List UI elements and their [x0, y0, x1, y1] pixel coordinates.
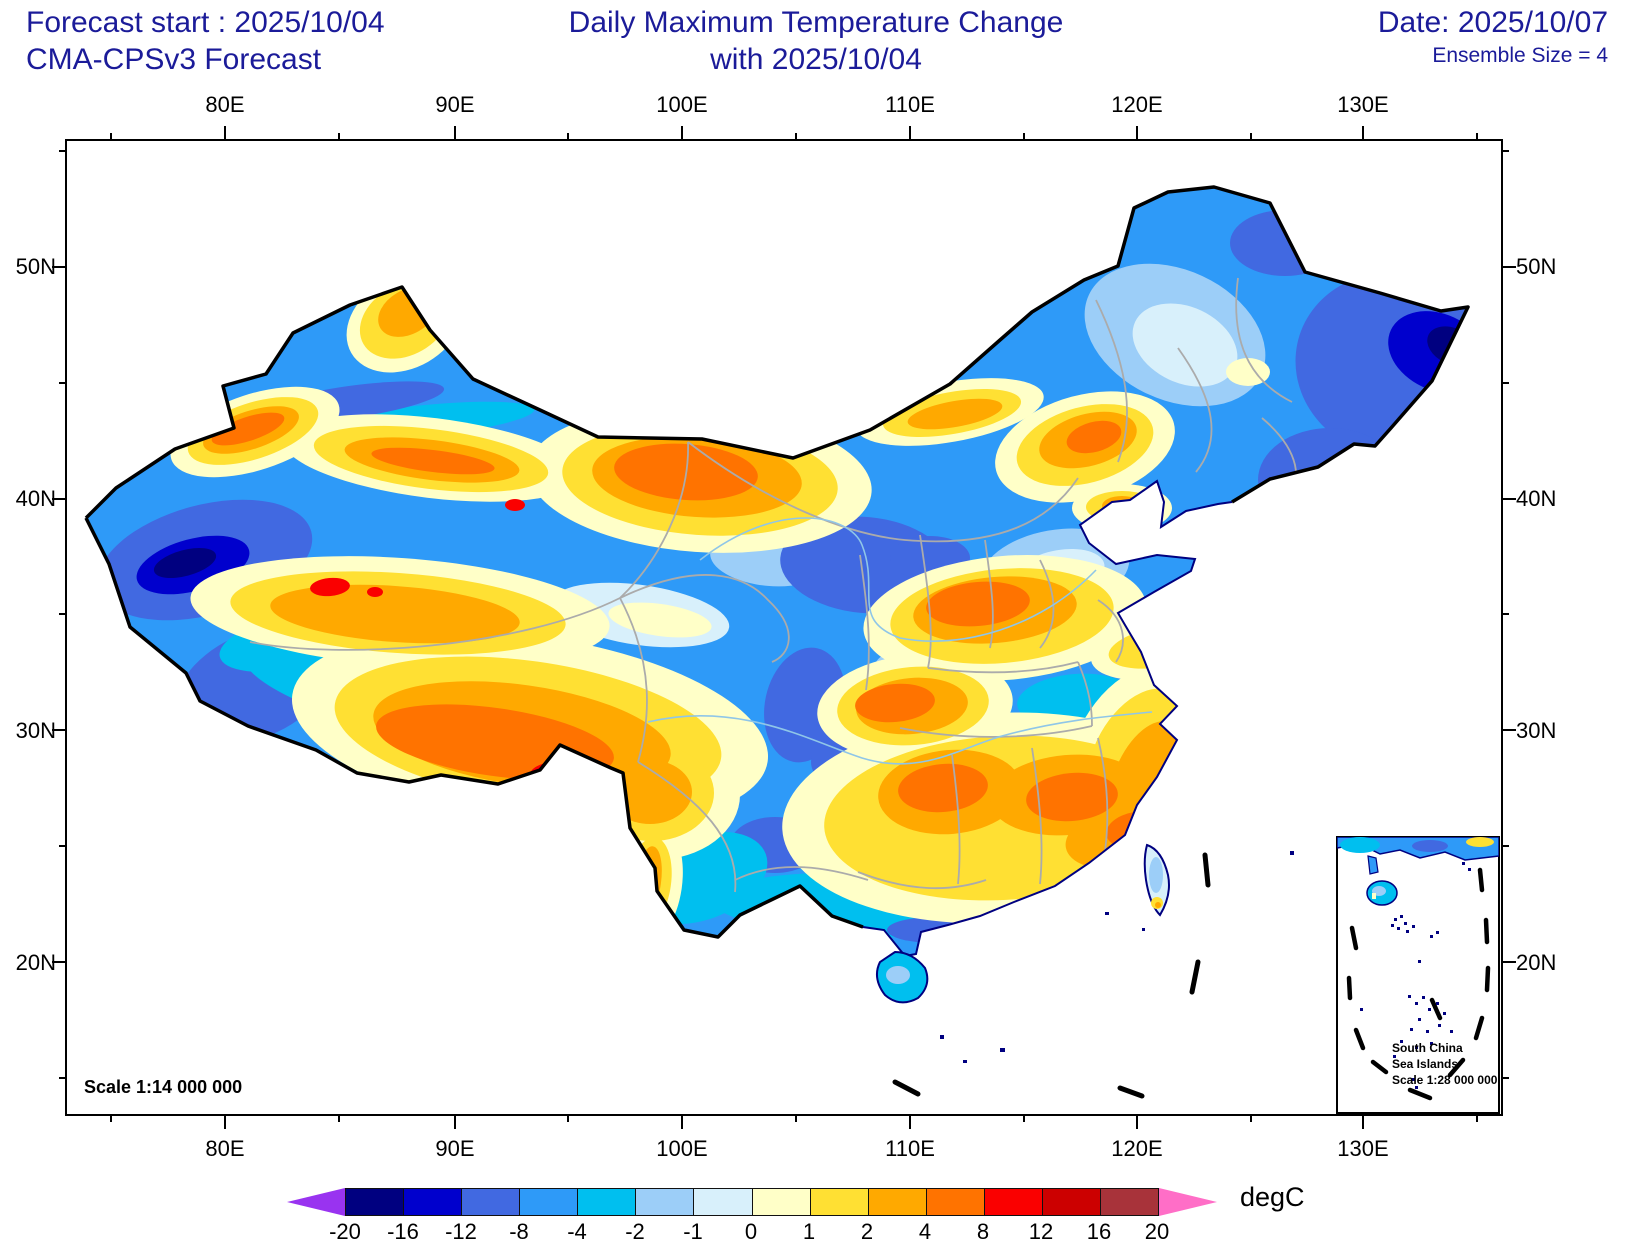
- lon-label-bottom-110e: 110E: [885, 1136, 935, 1161]
- hainan-island: [875, 950, 929, 1004]
- inset-label-line1: South China: [1392, 1041, 1463, 1055]
- inset-label-line3: Scale 1:28 000 000: [1392, 1073, 1498, 1087]
- map-scale-label: Scale 1:14 000 000: [84, 1077, 243, 1097]
- colorbar-unit-label: degC: [1240, 1182, 1305, 1212]
- nine-dash-line-inset: [1346, 867, 1491, 1101]
- lat-label-left-40n: 40N: [15, 486, 56, 511]
- lon-label-top-100e: 100E: [656, 92, 708, 117]
- colorbar-segment: [868, 1189, 927, 1215]
- lon-label-top-80e: 80E: [205, 92, 245, 117]
- colorbar-tick-label: -2: [625, 1219, 645, 1241]
- colorbar-tick-label: 12: [1028, 1219, 1054, 1241]
- page-subtitle: with 2025/10/04: [710, 43, 922, 76]
- colorbar-tick-label: 0: [744, 1219, 758, 1241]
- lat-label-right-20n: 20N: [1516, 950, 1557, 975]
- lon-label-top-130e: 130E: [1337, 92, 1389, 117]
- national-border: [84, 185, 1470, 939]
- colorbar-tick-label: 4: [918, 1219, 932, 1241]
- colorbar-tick-label: -1: [683, 1219, 703, 1241]
- colorbar-segment: [984, 1189, 1043, 1215]
- lon-label-top-90e: 90E: [435, 92, 475, 117]
- lon-label-top-120e: 120E: [1111, 92, 1163, 117]
- colorbar-segment: [404, 1189, 463, 1215]
- colorbar-strip: [345, 1188, 1159, 1216]
- colorbar-segment: [578, 1189, 637, 1215]
- page-title: Daily Maximum Temperature Change: [568, 6, 1064, 39]
- axis-ticks: [52, 126, 1516, 1129]
- colorbar-segment: [520, 1189, 579, 1215]
- lon-label-bottom-90e: 90E: [435, 1136, 475, 1161]
- colorbar-segment: [1042, 1189, 1102, 1215]
- colorbar-segment: [752, 1189, 811, 1215]
- rivers: [647, 517, 1153, 765]
- colorbar-tick-label: 16: [1086, 1219, 1112, 1241]
- colorbar-segment: [694, 1189, 753, 1215]
- nine-dash-line-main: [892, 852, 1211, 1099]
- colorbar-segment: [1101, 1189, 1159, 1215]
- inset-island-dots: [1360, 862, 1471, 1089]
- map-frame: [65, 139, 1503, 1116]
- colorbar-tick-label: -12: [445, 1219, 477, 1241]
- colorbar-segment: [462, 1189, 521, 1215]
- model-name-label: CMA-CPSv3 Forecast: [26, 43, 322, 76]
- colorbar-above-range-arrow: [1159, 1188, 1217, 1216]
- lon-label-bottom-80e: 80E: [205, 1136, 245, 1161]
- lat-label-right-40n: 40N: [1516, 486, 1557, 511]
- lat-label-left-30n: 30N: [15, 718, 56, 743]
- colorbar-tick-label: -20: [329, 1219, 361, 1241]
- lon-label-bottom-100e: 100E: [656, 1136, 708, 1161]
- colorbar-tick-label: 2: [860, 1219, 874, 1241]
- lat-label-left-20n: 20N: [15, 950, 56, 975]
- colorbar-tick-label: -8: [509, 1219, 529, 1241]
- offshore-island-dots: [940, 851, 1294, 1063]
- lon-label-bottom-130e: 130E: [1337, 1136, 1389, 1161]
- colorbar-tick-label: -16: [387, 1219, 419, 1241]
- inset-map: South China Sea Islands Scale 1:28 000 0…: [1336, 836, 1500, 1114]
- lat-label-right-30n: 30N: [1516, 718, 1557, 743]
- lat-label-left-50n: 50N: [15, 254, 56, 279]
- inset-label-line2: Sea Islands: [1392, 1057, 1458, 1071]
- colorbar-tick-label: 20: [1144, 1219, 1170, 1241]
- lat-label-right-50n: 50N: [1516, 254, 1557, 279]
- valid-date-label: Date: 2025/10/07: [1377, 6, 1608, 39]
- temperature-contour-field: [86, 187, 1468, 956]
- colorbar-tick-label: -4: [567, 1219, 587, 1241]
- colorbar-segment: [636, 1189, 695, 1215]
- taiwan-island: [1143, 843, 1170, 917]
- colorbar-tick-label: 8: [976, 1219, 990, 1241]
- colorbar-segment: [810, 1189, 869, 1215]
- colorbar-segment: [926, 1189, 985, 1215]
- lon-label-top-110e: 110E: [885, 92, 935, 117]
- forecast-start-label: Forecast start : 2025/10/04: [26, 6, 385, 39]
- colorbar-segment: [346, 1189, 405, 1215]
- province-borders: [249, 277, 1298, 893]
- colorbar: -20 -16 -12 -8 -4 -2 -1 0 1 2 4 8 12 16 20 degC: [0, 1182, 1632, 1241]
- colorbar-below-range-arrow: [287, 1188, 345, 1216]
- ensemble-size-label: Ensemble Size = 4: [1432, 44, 1608, 67]
- colorbar-tick-label: 1: [802, 1219, 816, 1241]
- lon-label-bottom-120e: 120E: [1111, 1136, 1163, 1161]
